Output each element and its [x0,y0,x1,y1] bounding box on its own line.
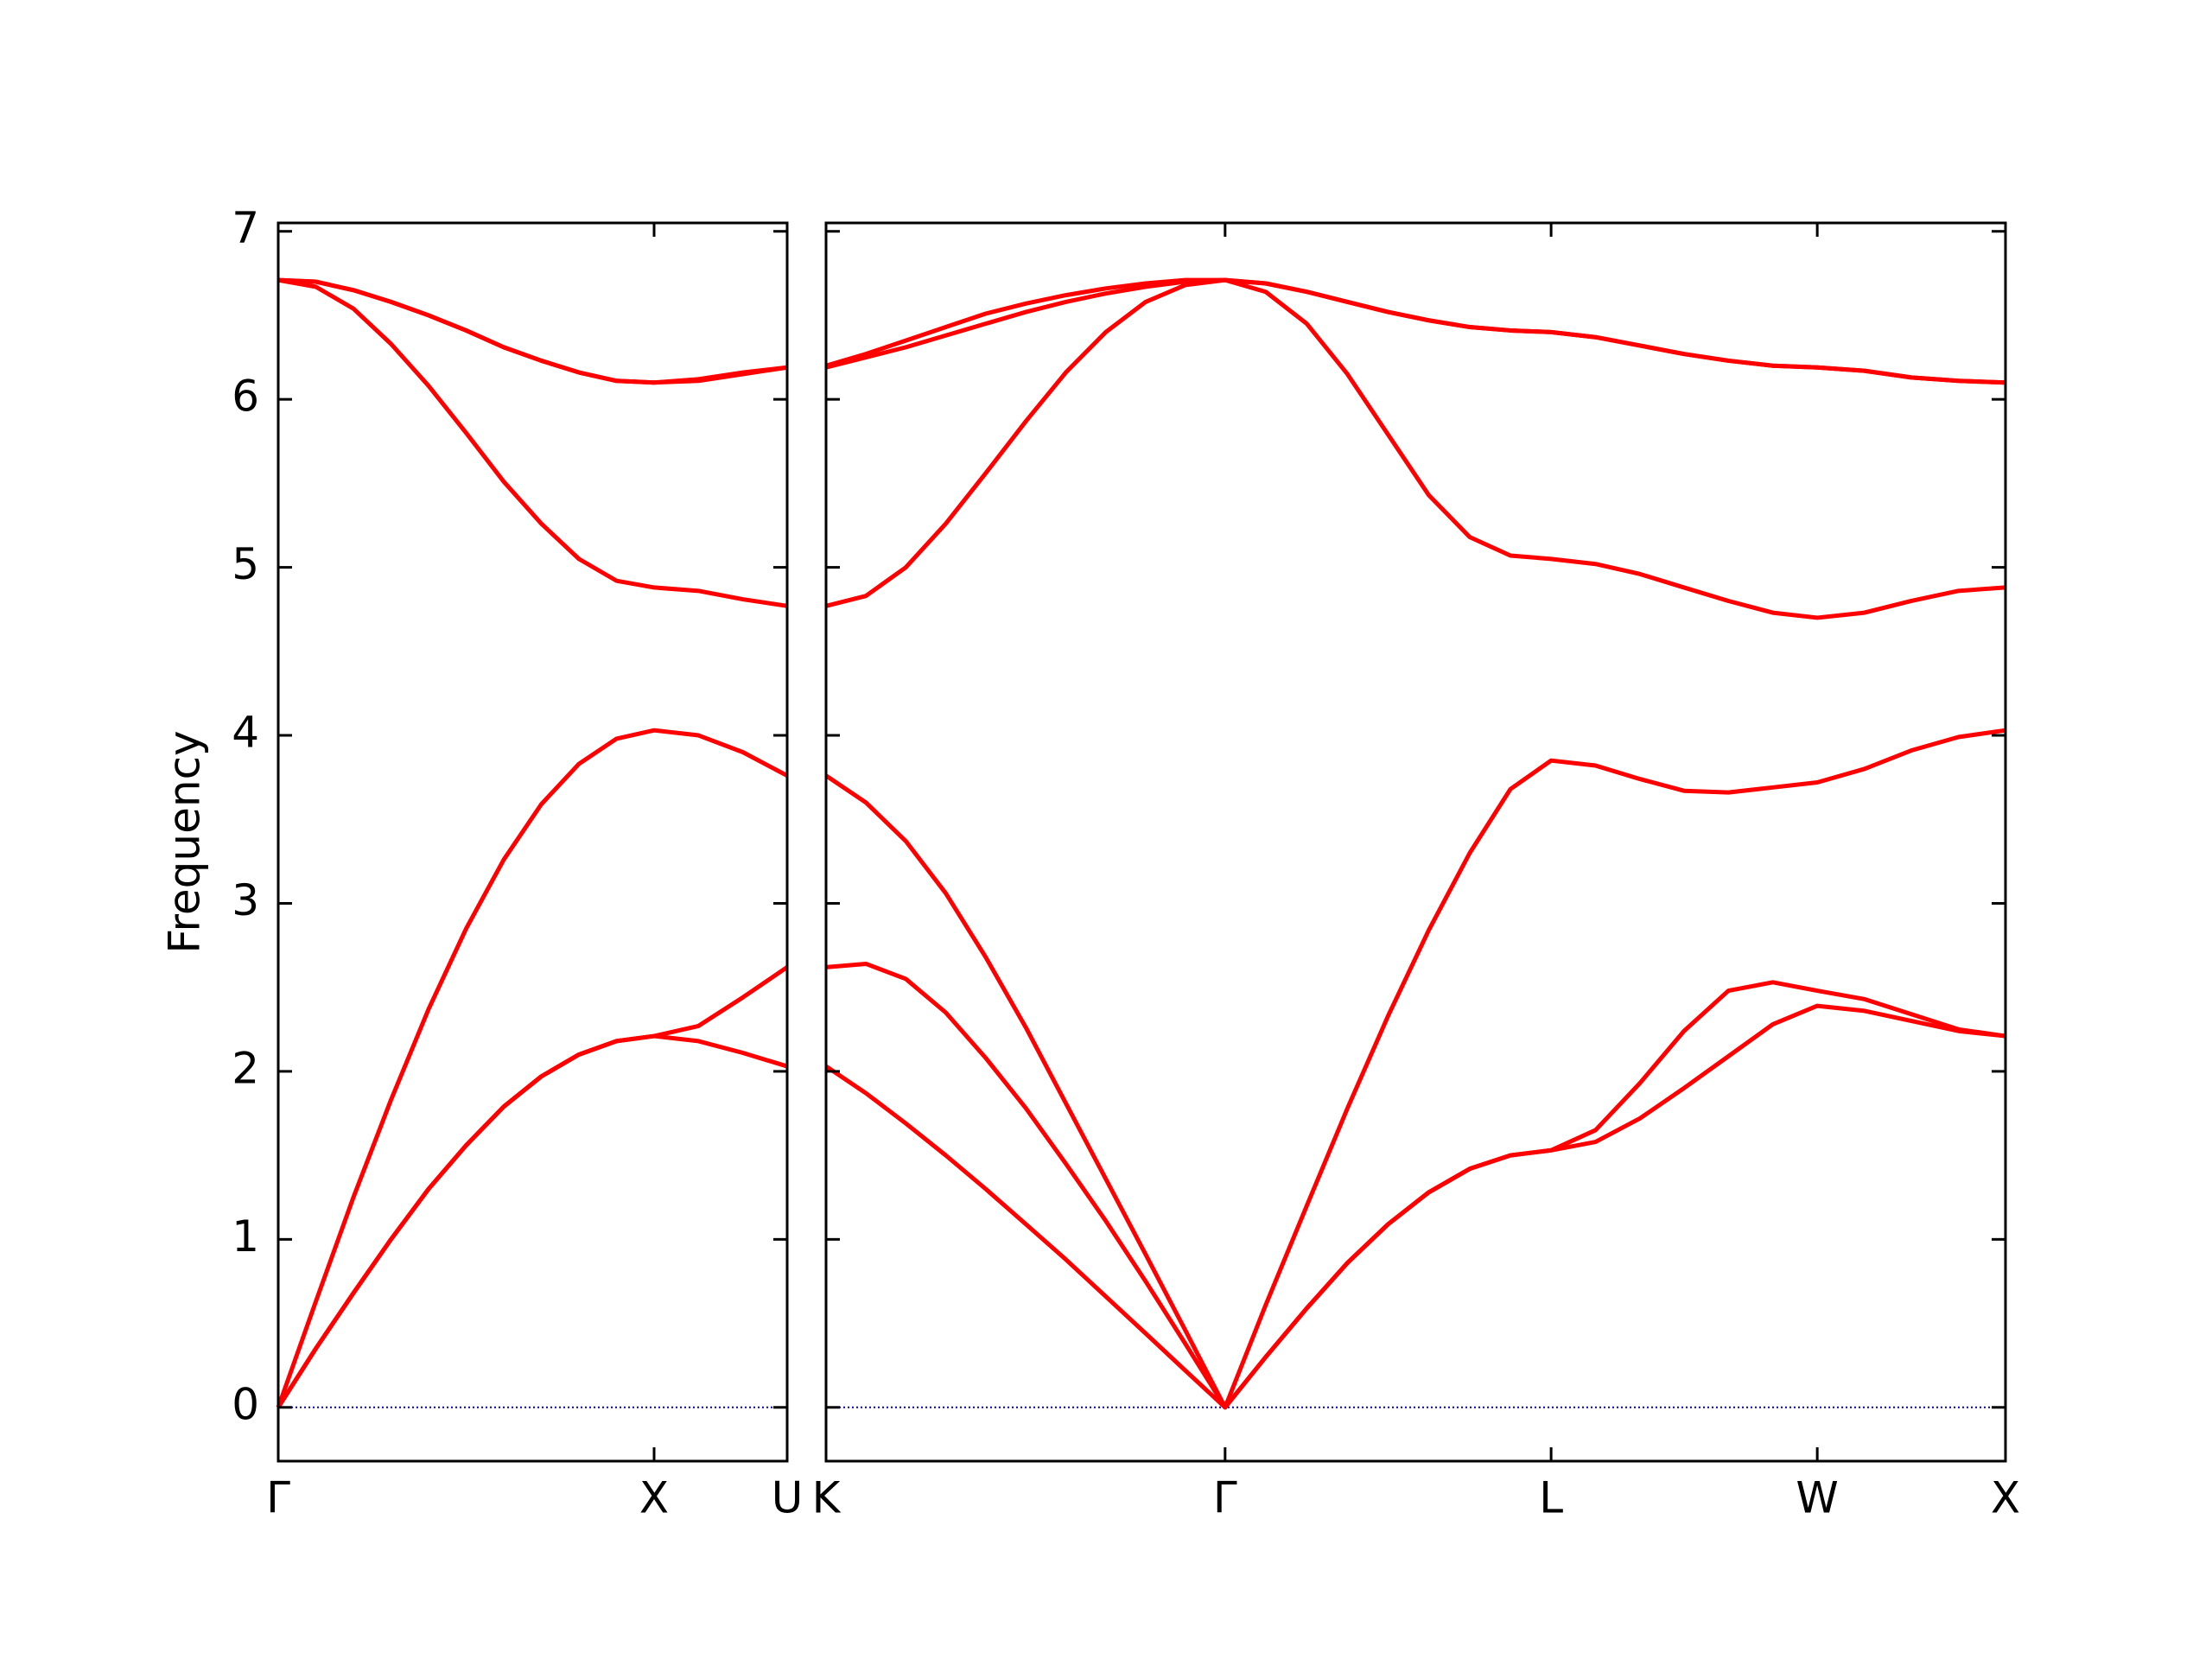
x-tick-label: K [812,1473,842,1523]
y-tick-label: 5 [232,539,259,589]
band-line [277,277,788,608]
y-axis-label: Frequency [160,730,210,953]
x-tick-label: X [639,1473,669,1523]
band-line [825,961,2006,1410]
x-tick-label: Γ [266,1473,290,1523]
band-line [276,728,789,1408]
y-tick-label: 3 [232,875,259,925]
y-tick-label: 7 [232,203,259,253]
plot-frame [276,221,789,1463]
band-line [276,1033,788,1409]
y-tick-label: 1 [232,1211,259,1262]
band-line [277,277,788,385]
x-tick-label: W [1796,1473,1838,1523]
y-tick-label: 6 [232,372,259,422]
band-line [825,277,2006,385]
y-tick-label: 0 [232,1379,259,1429]
band-line [825,277,2006,620]
y-tick-label: 4 [232,708,259,758]
plot-frame [824,221,2007,1463]
band-line [824,1003,2006,1410]
x-tick-label: Γ [1213,1473,1237,1523]
x-tick-label: X [1991,1473,2020,1523]
x-tick-label: U [772,1473,804,1523]
band-line [276,965,789,1409]
band-line [277,277,788,385]
x-tick-label: L [1539,1473,1563,1523]
y-tick-label: 2 [232,1043,259,1093]
band-line [824,728,2006,1410]
